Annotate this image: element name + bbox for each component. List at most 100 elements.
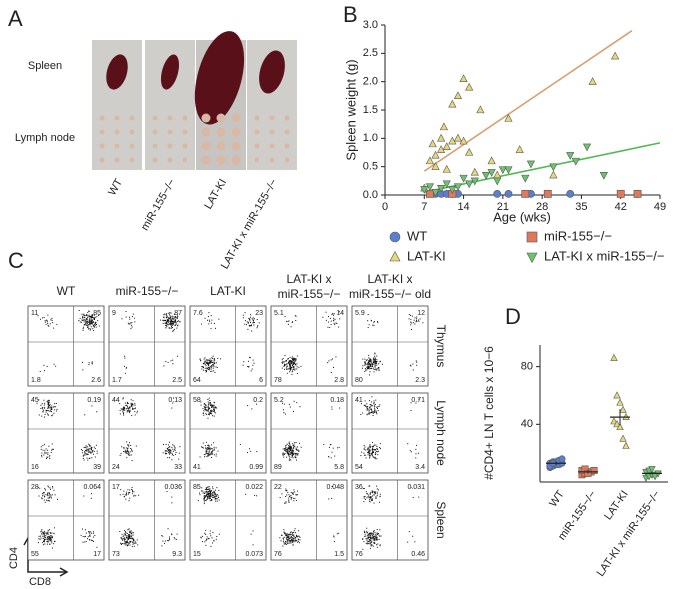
event-dot <box>127 493 129 495</box>
event-dot <box>416 364 418 366</box>
event-dot <box>122 397 124 399</box>
event-dot <box>371 411 373 413</box>
event-dot <box>331 313 333 315</box>
event-dot <box>169 317 171 319</box>
event-dot <box>53 327 55 329</box>
event-dot <box>170 327 172 329</box>
event-dot <box>206 494 208 496</box>
event-dot <box>369 363 371 365</box>
event-dot <box>295 539 297 541</box>
event-dot <box>370 360 372 362</box>
dot-cloud <box>279 528 301 547</box>
event-dot <box>46 533 48 535</box>
event-dot <box>286 534 288 536</box>
event-dot <box>211 451 213 453</box>
event-dot <box>371 453 373 455</box>
event-dot <box>82 328 84 330</box>
event-dot <box>371 365 373 367</box>
event-dot <box>163 319 165 321</box>
event-dot <box>128 407 130 409</box>
event-dot <box>168 327 170 329</box>
event-dot <box>125 498 127 500</box>
event-dot <box>208 493 210 495</box>
event-dot <box>297 490 299 492</box>
event-dot <box>200 537 202 539</box>
event-dot <box>250 325 252 327</box>
event-dot <box>82 319 84 321</box>
event-dot <box>333 366 335 368</box>
event-dot <box>38 399 40 401</box>
event-dot <box>203 501 205 503</box>
event-dot <box>167 457 169 459</box>
event-dot <box>331 358 333 360</box>
event-dot <box>293 358 295 360</box>
point <box>493 189 502 198</box>
event-dot <box>174 453 176 455</box>
event-dot <box>285 501 287 503</box>
event-dot <box>42 492 44 494</box>
event-dot <box>49 492 51 494</box>
event-dot <box>286 448 288 450</box>
event-dot <box>206 499 208 501</box>
event-dot <box>207 537 209 539</box>
event-dot <box>370 535 372 537</box>
event-dot <box>208 454 210 456</box>
event-dot <box>52 536 54 538</box>
event-dot <box>369 536 371 538</box>
event-dot <box>211 404 213 406</box>
event-dot <box>214 491 216 493</box>
point <box>481 171 491 180</box>
event-dot <box>47 405 49 407</box>
event-dot <box>168 322 170 324</box>
event-dot <box>367 407 369 409</box>
event-dot <box>256 327 258 329</box>
event-dot <box>82 329 84 331</box>
event-dot <box>422 322 424 324</box>
event-dot <box>127 402 129 404</box>
event-dot <box>45 452 47 454</box>
event-dot <box>86 457 88 459</box>
event-dot <box>133 540 135 542</box>
event-dot <box>292 491 294 493</box>
event-dot <box>207 398 209 400</box>
point <box>470 177 479 186</box>
event-dot <box>165 327 167 329</box>
event-dot <box>209 402 211 404</box>
event-dot <box>206 450 208 452</box>
event-dot <box>203 499 205 501</box>
event-dot <box>371 445 373 447</box>
event-dot <box>290 368 292 370</box>
event-dot <box>132 538 134 540</box>
event-dot <box>367 363 369 365</box>
event-dot <box>171 317 173 319</box>
event-dot <box>376 450 378 452</box>
event-dot <box>48 540 50 542</box>
event-dot <box>89 531 91 533</box>
event-dot <box>39 538 41 540</box>
event-dot <box>370 532 372 534</box>
event-dot <box>366 408 368 410</box>
event-dot <box>93 446 95 448</box>
event-dot <box>284 363 286 365</box>
event-dot <box>204 495 206 497</box>
quadrant-value: 0.031 <box>407 484 425 491</box>
event-dot <box>367 327 369 329</box>
event-dot <box>206 319 208 321</box>
event-dot <box>366 493 368 495</box>
event-dot <box>46 538 48 540</box>
event-dot <box>367 365 369 367</box>
event-dot <box>254 494 256 496</box>
event-dot <box>371 447 373 449</box>
event-dot <box>214 406 216 408</box>
event-dot <box>368 494 370 496</box>
event-dot <box>361 451 363 453</box>
event-dot <box>167 361 169 363</box>
event-dot <box>44 413 46 415</box>
event-dot <box>368 362 370 364</box>
event-dot <box>209 408 211 410</box>
event-dot <box>292 539 294 541</box>
event-dot <box>47 536 49 538</box>
event-dot <box>284 531 286 533</box>
event-dot <box>130 536 132 538</box>
event-dot <box>373 361 375 363</box>
